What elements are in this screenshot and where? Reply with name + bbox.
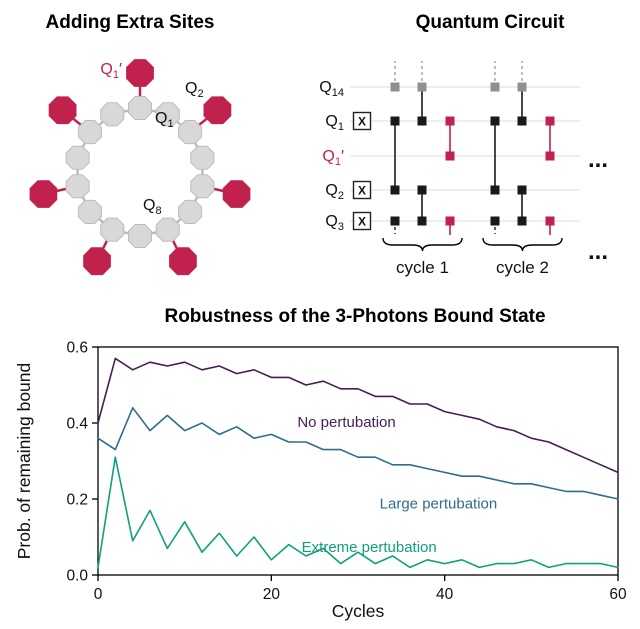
faded-gate-square xyxy=(517,82,527,92)
plot-frame xyxy=(97,346,619,576)
qubit-site-octagon xyxy=(128,224,152,248)
faded-gate-square xyxy=(490,82,500,92)
extra-site-octagon xyxy=(169,247,197,276)
two-qubit-gate-square xyxy=(390,116,400,126)
series-line-1 xyxy=(97,357,619,474)
qubit-site-octagon xyxy=(155,217,180,242)
qubit-label: Q2 xyxy=(185,80,204,100)
x-gate xyxy=(352,180,372,200)
series-label: Large pertubation xyxy=(380,496,498,513)
cycle-brace xyxy=(482,237,563,252)
two-qubit-gate-square xyxy=(490,216,500,226)
qubit-label: Q1′ xyxy=(100,61,122,81)
x-axis-title: Cycles xyxy=(332,601,385,621)
extra-site-octagon xyxy=(48,96,77,125)
extra-site-gate-square xyxy=(545,151,555,161)
ellipsis-rows: ... xyxy=(588,146,608,173)
two-qubit-gate-square xyxy=(490,185,500,195)
extra-site-octagon xyxy=(126,59,154,87)
qubit-site-octagon xyxy=(190,145,215,170)
series-line-3 xyxy=(97,456,619,569)
cycle-label: cycle 2 xyxy=(496,258,549,277)
extra-site-gate-square xyxy=(445,216,455,226)
qubit-site-octagon xyxy=(77,120,102,145)
x-tick-label: 40 xyxy=(436,586,454,603)
y-axis-title: Prob. of remaining bound xyxy=(14,363,34,560)
extra-sites-diagram: Q1′ Q2 Q1 Q8 xyxy=(29,59,251,276)
chart-title: Robustness of the 3-Photons Bound State xyxy=(164,306,546,327)
two-qubit-gate-square xyxy=(390,216,400,226)
x-gate xyxy=(352,211,372,231)
x-gate-label: X xyxy=(358,184,366,198)
qubit-site-octagon xyxy=(190,174,215,199)
y-tick-label: 0.0 xyxy=(66,568,88,585)
series-line-2 xyxy=(97,407,619,500)
extra-site-octagon xyxy=(83,247,111,276)
y-tick-label: 0.2 xyxy=(66,492,88,509)
qubit-label: Q8 xyxy=(143,197,162,217)
y-tick-label: 0.6 xyxy=(66,340,88,357)
cycle-label: cycle 1 xyxy=(396,258,449,277)
qubit-site-octagon xyxy=(100,102,125,127)
ellipsis-cycles: ... xyxy=(588,238,608,265)
y-tick-label: 0.4 xyxy=(66,416,88,433)
qubit-site-octagon xyxy=(65,174,90,199)
extra-site-gate-square xyxy=(545,216,555,226)
extra-site-octagon xyxy=(222,180,251,208)
qubit-label: Q1 xyxy=(325,113,344,133)
qubit-site-octagon xyxy=(77,199,102,224)
two-qubit-gate-square xyxy=(417,116,427,126)
x-tick-label: 20 xyxy=(263,586,281,603)
two-qubit-gate-square xyxy=(490,116,500,126)
two-qubit-gate-square xyxy=(517,185,527,195)
qubit-site-octagon xyxy=(155,102,180,127)
x-tick-label: 60 xyxy=(609,586,627,603)
series-label: No pertubation xyxy=(297,414,395,431)
qubit-site-octagon xyxy=(65,145,90,170)
extra-sites-title: Adding Extra Sites xyxy=(45,12,215,33)
robustness-chart: 0 20 40 60 0.0 0.2 0.4 0.6 No pertubation Large p… xyxy=(14,340,627,622)
two-qubit-gate-square xyxy=(390,185,400,195)
x-gate xyxy=(352,111,372,131)
qubit-label: Q1′ xyxy=(322,148,344,168)
qubit-site-octagon xyxy=(178,199,203,224)
extra-site-gate-square xyxy=(445,116,455,126)
series-label: Extreme pertubation xyxy=(302,539,437,556)
x-gate-label: X xyxy=(358,115,366,129)
extra-site-octagon xyxy=(29,180,58,208)
extra-site-gate-square xyxy=(545,116,555,126)
cycle-brace xyxy=(382,237,463,252)
qubit-label: Q3 xyxy=(325,213,344,233)
extra-site-gate-square xyxy=(445,151,455,161)
qubit-label: Q14 xyxy=(319,79,344,99)
faded-gate-square xyxy=(390,82,400,92)
qubit-site-octagon xyxy=(128,96,152,120)
two-qubit-gate-square xyxy=(517,216,527,226)
two-qubit-gate-square xyxy=(417,185,427,195)
x-gate-label: X xyxy=(358,215,366,229)
two-qubit-gate-square xyxy=(517,116,527,126)
faded-gate-square xyxy=(417,82,427,92)
two-qubit-gate-square xyxy=(417,216,427,226)
qubit-label: Q1 xyxy=(155,110,174,130)
x-tick-label: 0 xyxy=(94,586,103,603)
qubit-label: Q2 xyxy=(325,182,344,202)
quantum-circuit-title: Quantum Circuit xyxy=(415,12,565,33)
extra-site-octagon xyxy=(203,96,232,125)
qubit-site-octagon xyxy=(100,217,125,242)
qubit-site-octagon xyxy=(178,120,203,145)
